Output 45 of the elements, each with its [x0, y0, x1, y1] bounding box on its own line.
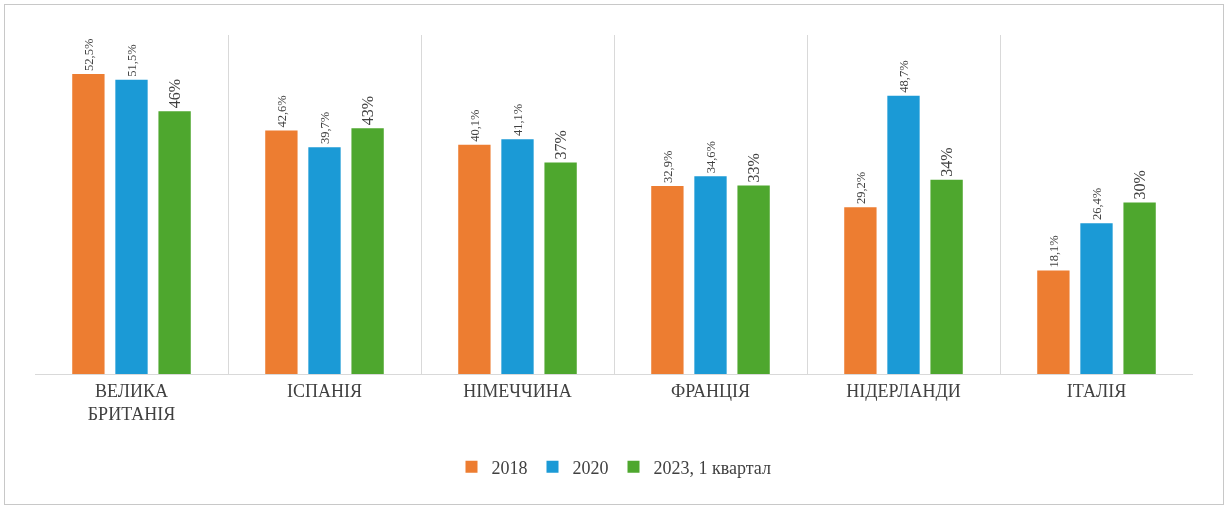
- bar: [844, 207, 877, 374]
- data-label: 29,2%: [853, 171, 868, 205]
- data-label: 18,1%: [1046, 235, 1061, 268]
- bar: [308, 147, 341, 374]
- x-tick-label: НІМЕЧЧИНА: [463, 380, 572, 401]
- data-label: 42,6%: [274, 95, 289, 128]
- bar: [651, 186, 684, 374]
- bar: [158, 111, 191, 374]
- bar: [501, 139, 534, 374]
- data-label: 26,4%: [1089, 187, 1104, 221]
- bar: [1123, 202, 1156, 374]
- bar: [544, 162, 577, 374]
- x-tick-label: ВЕЛИКА БРИТАНІЯ: [87, 380, 176, 424]
- bar: [1080, 223, 1113, 374]
- data-label: 33%: [745, 153, 763, 183]
- bar: [737, 185, 770, 374]
- data-label: 39,7%: [317, 111, 332, 145]
- data-label: 30%: [1131, 170, 1149, 200]
- data-label: 43%: [359, 95, 377, 126]
- legend-label: 2018: [491, 457, 528, 478]
- x-tick-label: ІТАЛІЯ: [1066, 380, 1127, 401]
- data-label: 52,5%: [81, 38, 96, 71]
- bar: [887, 95, 920, 374]
- x-tick-label: ІСПАНІЯ: [287, 380, 362, 401]
- data-label: 40,1%: [467, 109, 482, 142]
- bar: [458, 144, 491, 374]
- data-label: 34,6%: [703, 140, 718, 174]
- data-label: 48,7%: [896, 60, 911, 93]
- data-label: 32,9%: [660, 150, 675, 183]
- bar: [351, 128, 384, 374]
- data-label: 37%: [552, 130, 570, 160]
- bar: [115, 79, 148, 374]
- x-tick-label: ФРАНЦІЯ: [671, 380, 750, 401]
- bar: [265, 130, 298, 374]
- x-tick-label: НІДЕРЛАНДИ: [846, 380, 961, 401]
- bar: [72, 74, 105, 374]
- bar: [694, 176, 727, 374]
- bar: [930, 179, 963, 374]
- data-label: 51,5%: [124, 44, 139, 77]
- legend-label: 2020: [572, 457, 609, 478]
- bar: [1037, 270, 1070, 374]
- legend-label: 2023, 1 квартал: [653, 457, 771, 478]
- data-label: 46%: [166, 78, 184, 109]
- data-label: 34%: [938, 147, 956, 177]
- data-label: 41,1%: [510, 103, 525, 137]
